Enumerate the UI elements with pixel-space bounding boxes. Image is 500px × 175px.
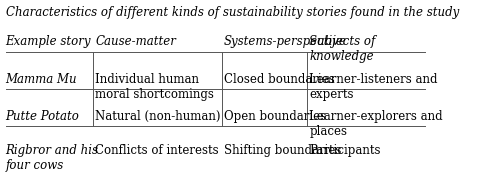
Text: Shifting boundaries: Shifting boundaries — [224, 144, 341, 157]
Text: Rigbror and his
four cows: Rigbror and his four cows — [6, 144, 98, 172]
Text: Example story: Example story — [6, 36, 91, 48]
Text: Learner-listeners and
experts: Learner-listeners and experts — [310, 73, 438, 101]
Text: Natural (non-human): Natural (non-human) — [96, 110, 221, 123]
Text: Systems-perspective: Systems-perspective — [224, 36, 346, 48]
Text: Mamma Mu: Mamma Mu — [6, 73, 78, 86]
Text: Conflicts of interests: Conflicts of interests — [96, 144, 219, 157]
Text: Individual human
moral shortcomings: Individual human moral shortcomings — [96, 73, 214, 101]
Text: Subjects of
knowledge: Subjects of knowledge — [310, 36, 376, 64]
Text: Participants: Participants — [310, 144, 381, 157]
Text: Cause-matter: Cause-matter — [96, 36, 176, 48]
Text: Learner-explorers and
places: Learner-explorers and places — [310, 110, 443, 138]
Text: Closed boundaries: Closed boundaries — [224, 73, 334, 86]
Text: Open boundaries: Open boundaries — [224, 110, 326, 123]
Text: Putte Potato: Putte Potato — [6, 110, 80, 123]
Text: Characteristics of different kinds of sustainability stories found in the study: Characteristics of different kinds of su… — [6, 6, 459, 19]
